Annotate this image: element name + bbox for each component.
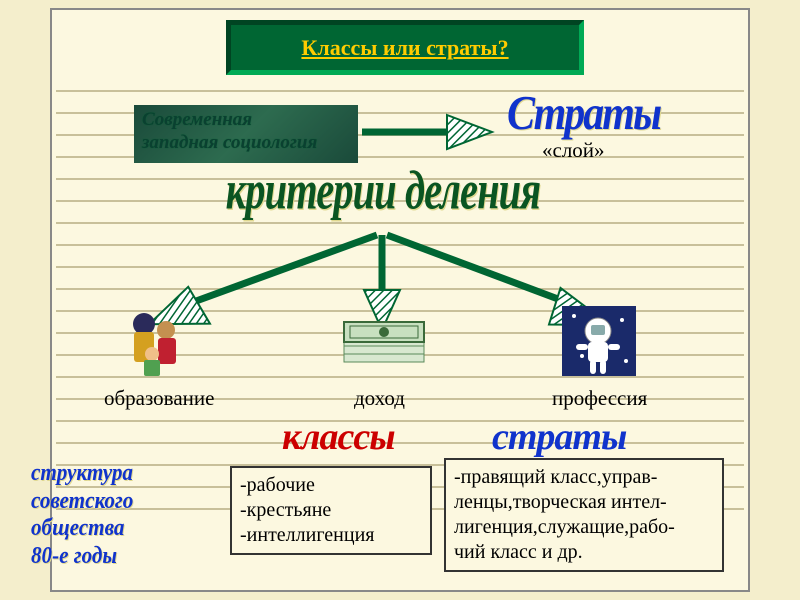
klassy-list-box: -рабочие -крестьяне -интеллигенция: [230, 466, 432, 555]
soviet-l1: структура: [31, 460, 133, 488]
klassy-item-3: -интеллигенция: [240, 523, 422, 548]
klassy-item-2: -крестьяне: [240, 498, 422, 523]
soviet-l4: 80-е годы: [31, 543, 133, 571]
sloy-label: «слой»: [542, 138, 605, 163]
education-label: образование: [104, 386, 214, 411]
income-icon: [340, 318, 428, 376]
straty-item-3: лигенция,служащие,рабо-: [454, 515, 714, 540]
soviet-structure-text: структура советского общества 80-е годы: [31, 460, 133, 570]
strata-heading: Страты: [507, 86, 660, 141]
profession-icon: [562, 306, 636, 376]
straty-item-4: чий класс и др.: [454, 540, 714, 565]
soviet-l3: общества: [31, 515, 133, 543]
straty-list-box: -правящий класс,управ- ленцы,творческая …: [444, 458, 724, 572]
income-label: доход: [354, 386, 405, 411]
title-text: Классы или страты?: [301, 35, 508, 61]
sociology-box: Современная западная социология: [134, 105, 358, 163]
slide-frame: Классы или страты? Современная западная …: [50, 8, 750, 592]
sociology-line1: Современная: [142, 109, 350, 132]
straty-heading: страты: [492, 415, 626, 459]
sociology-line2: западная социология: [142, 132, 350, 155]
klassy-item-1: -рабочие: [240, 473, 422, 498]
education-icon: [122, 310, 192, 376]
klassy-heading: классы: [282, 415, 395, 459]
kriterii-heading: критерии деления: [226, 159, 540, 223]
straty-item-1: -правящий класс,управ-: [454, 465, 714, 490]
title-banner: Классы или страты?: [226, 20, 584, 75]
straty-item-2: ленцы,творческая интел-: [454, 490, 714, 515]
soviet-l2: советского: [31, 488, 133, 516]
profession-label: профессия: [552, 386, 647, 411]
